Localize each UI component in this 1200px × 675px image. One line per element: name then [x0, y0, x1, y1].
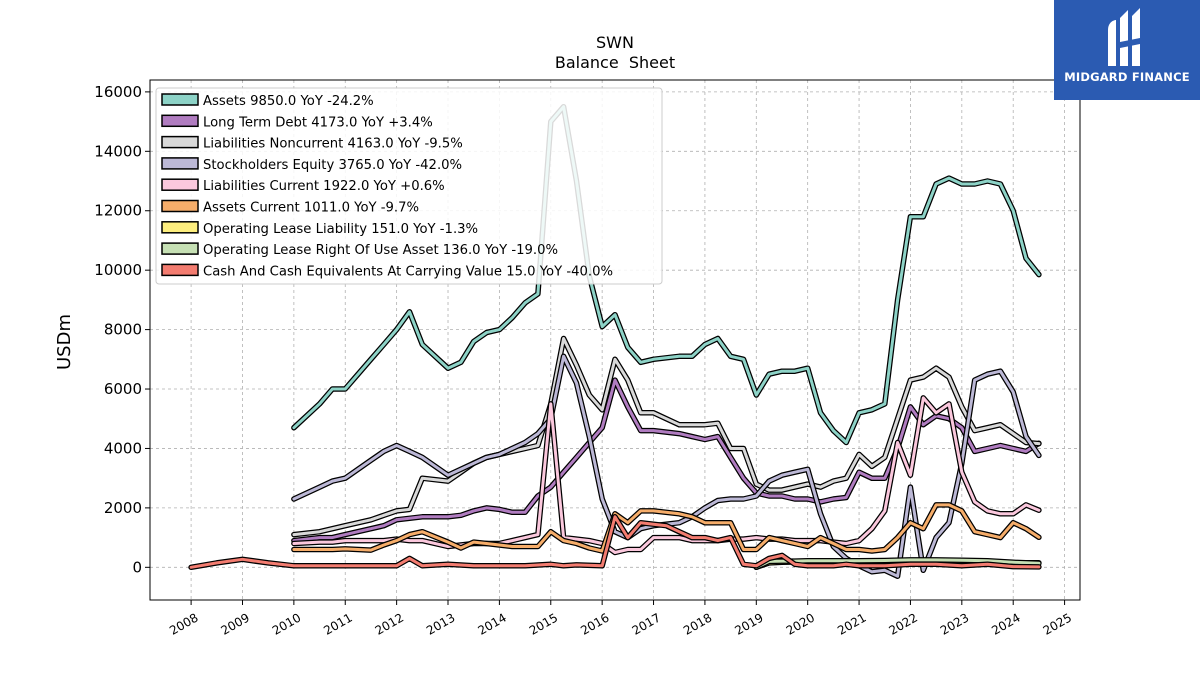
legend-item: Liabilities Noncurrent 4163.0 YoY -9.5%: [161, 135, 463, 152]
x-tick-label: 2015: [527, 610, 560, 637]
legend-label: Assets Current 1011.0 YoY -9.7%: [203, 201, 419, 216]
legend-swatch: [161, 263, 199, 277]
brand-name: MIDGARD FINANCE: [1064, 70, 1190, 84]
series-5: [291, 395, 1042, 556]
legend-swatch: [161, 135, 199, 149]
legend-swatch: [161, 199, 199, 213]
legend-label: Liabilities Current 1922.0 YoY +0.6%: [203, 179, 445, 194]
legend-swatch: [161, 93, 199, 106]
y-axis-label: USDm: [54, 314, 75, 370]
legend-box: [155, 87, 663, 285]
y-tick-label: 4000: [104, 439, 142, 457]
x-tick-label: 2011: [321, 610, 354, 637]
legend-swatch: [161, 114, 199, 128]
series-line: [754, 558, 1041, 569]
series-line: [292, 105, 1041, 444]
legend-label: Liabilities Noncurrent 4163.0 YoY -9.5%: [203, 137, 463, 152]
legend-item: Long Term Debt 4173.0 YoY +3.4%: [161, 114, 433, 130]
series-line: [292, 396, 1041, 554]
legend-label: Assets 9850.0 YoY -24.2%: [203, 94, 374, 109]
series-line: [292, 503, 1041, 553]
legend-item: Assets 9850.0 YoY -24.2%: [161, 93, 374, 109]
legend-item: Stockholders Equity 3765.0 YoY -42.0%: [161, 157, 462, 173]
chart-title: SWN: [596, 33, 634, 52]
series-line: [292, 378, 1041, 543]
y-tick-label: 2000: [104, 499, 142, 517]
y-tick-label: 6000: [104, 380, 142, 398]
series-line: [189, 515, 1041, 569]
legend-item: Assets Current 1011.0 YoY -9.7%: [161, 199, 419, 216]
legend-item: Operating Lease Liability 151.0 YoY -1.3…: [161, 221, 478, 237]
x-tick-label: 2021: [835, 610, 868, 637]
legend-label: Long Term Debt 4173.0 YoY +3.4%: [203, 115, 433, 130]
x-tick-label: 2010: [270, 610, 303, 637]
legend-item: Cash And Cash Equivalents At Carrying Va…: [161, 263, 613, 279]
series-lines: [188, 103, 1042, 579]
x-tick-label: 2014: [475, 610, 508, 637]
legend-label: Stockholders Equity 3765.0 YoY -42.0%: [203, 158, 462, 173]
x-tick-label: 2019: [732, 610, 765, 637]
legend-label: Cash And Cash Equivalents At Carrying Va…: [203, 264, 613, 279]
series-2: [291, 377, 1042, 544]
x-tick-label: 2022: [886, 610, 919, 637]
x-tick-label: 2023: [938, 610, 971, 637]
series-line: [292, 337, 1041, 537]
series-1: [291, 103, 1042, 446]
legend-swatch: [161, 221, 199, 234]
legend-label: Operating Lease Right Of Use Asset 136.0…: [203, 243, 558, 258]
chart-subtitle: Balance Sheet: [555, 53, 675, 72]
x-tick-label: 2024: [989, 610, 1022, 637]
series-6: [291, 502, 1042, 554]
y-tick-label: 8000: [104, 321, 142, 339]
x-tick-label: 2025: [1041, 610, 1074, 637]
x-tick-label: 2013: [424, 610, 457, 637]
series-9: [188, 514, 1042, 571]
y-tick-label: 12000: [94, 202, 142, 220]
legend-item: Liabilities Current 1922.0 YoY +0.6%: [161, 178, 445, 194]
series-3: [291, 335, 1042, 538]
plot-frame: [149, 79, 1081, 601]
legend-swatch: [161, 242, 199, 255]
y-tick-label: 0: [132, 558, 142, 576]
y-tick-label: 16000: [94, 83, 142, 101]
legend-swatch: [161, 178, 199, 191]
legend-item: Operating Lease Right Of Use Asset 136.0…: [161, 242, 558, 258]
brand-logo: MIDGARD FINANCE: [1054, 0, 1200, 100]
series-outline: [291, 335, 1042, 538]
y-tick-label: 10000: [94, 261, 142, 279]
x-tick-label: 2009: [219, 610, 252, 637]
x-tick-label: 2008: [167, 610, 200, 637]
legend: Assets 9850.0 YoY -24.2% Long Term Debt 4…: [155, 87, 663, 285]
legend-swatch: [161, 157, 199, 170]
y-tick-label: 14000: [94, 142, 142, 160]
x-tick-label: 2020: [784, 610, 817, 637]
legend-label: Operating Lease Liability 151.0 YoY -1.3…: [203, 222, 478, 237]
x-tick-label: 2018: [681, 610, 714, 637]
x-tick-label: 2016: [578, 610, 611, 637]
logo-mark-icon: [1108, 8, 1140, 66]
x-tick-label: 2017: [630, 610, 663, 637]
series-8: [753, 557, 1042, 571]
x-tick-label: 2012: [373, 610, 406, 637]
